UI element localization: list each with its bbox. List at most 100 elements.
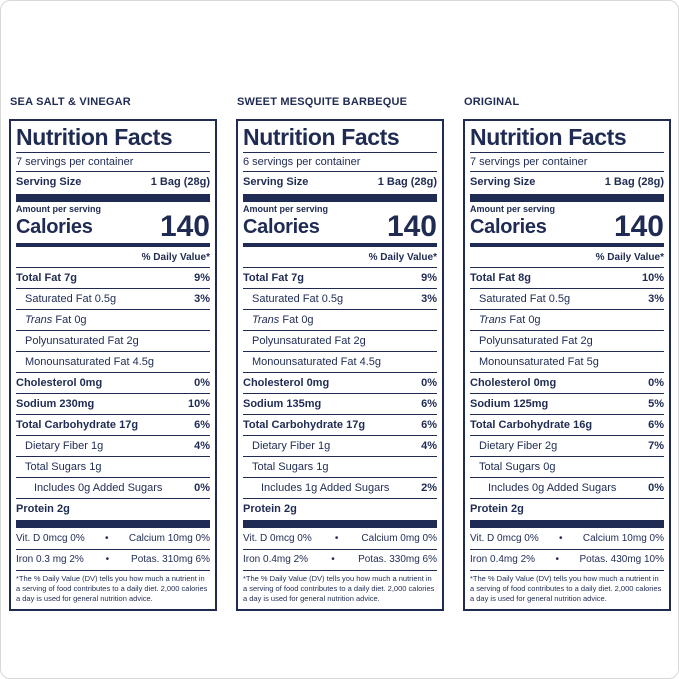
nutrient-name: Dietary Fiber 1g [16, 440, 103, 452]
nutrient-name-text: Includes 0g Added Sugars [34, 481, 163, 494]
nutrition-facts-panel: Nutrition Facts 6 servings per container… [236, 119, 444, 611]
servings-per-container: 7 servings per container [16, 153, 210, 173]
nutrient-name-text: Cholesterol 0mg [470, 376, 557, 389]
nutrient-row: Total Sugars 1g [243, 455, 437, 477]
nutrient-name-text: Protein 2g [470, 502, 524, 515]
nutrient-name: Sodium 125mg [470, 398, 548, 410]
nutrient-row: Saturated Fat 0.5g 3% [16, 287, 210, 309]
nutrient-name-text: Saturated Fat 0.5g [25, 292, 117, 305]
nutrient-name: Polyunsaturated Fat 2g [470, 335, 593, 347]
nutrient-row: Polyunsaturated Fat 2g [243, 329, 437, 351]
serving-size-label: Serving Size [243, 176, 309, 189]
nutrient-row: Total Sugars 1g [16, 455, 210, 477]
nutrient-name: Monounsaturated Fat 4.5g [16, 356, 154, 368]
nutrient-name-text: Protein 2g [243, 502, 297, 515]
nutrient-row: Saturated Fat 0.5g 3% [243, 287, 437, 309]
nutrient-name-text: Dietary Fiber 1g [25, 439, 104, 452]
nutrient-name-text: Saturated Fat 0.5g [252, 292, 344, 305]
nutrient-name-text: Sodium 135mg [243, 397, 322, 410]
nutrient-name: Protein 2g [470, 503, 524, 515]
nutrient-daily-value: 3% [194, 292, 210, 305]
nutrient-name: Total Fat 7g [243, 272, 304, 284]
nutrient-row: Monounsaturated Fat 4.5g [16, 350, 210, 372]
micronutrient-right: Calcium 0mg 0% [361, 533, 437, 545]
nutrient-name-text: Includes 1g Added Sugars [261, 481, 390, 494]
nutrient-row: Cholesterol 0mg 0% [243, 371, 437, 393]
bullet-separator: • [105, 554, 110, 566]
nutrient-name-text: Fat 0g [506, 313, 541, 326]
nutrient-daily-value: 0% [648, 376, 664, 389]
micronutrient-row: Iron 0.3 mg 2% • Potas. 310mg 6% [16, 548, 210, 570]
micronutrients: Vit. D 0mcg 0% • Calcium 10mg 0% Iron 0.4mg… [470, 529, 664, 570]
nutrient-name: Total Fat 8g [470, 272, 531, 284]
nutrient-daily-value: 4% [194, 439, 210, 452]
thick-divider [16, 519, 210, 528]
nutrient-name: Includes 0g Added Sugars [470, 482, 616, 494]
nutrient-daily-value: 0% [648, 481, 664, 494]
nutrient-row: Total Carbohydrate 17g 6% [243, 413, 437, 435]
nutrient-name: Cholesterol 0mg [470, 377, 556, 389]
micronutrient-right: Calcium 10mg 0% [128, 533, 210, 545]
serving-size-value: 1 Bag (28g) [604, 176, 664, 189]
nutrient-name: Total Sugars 0g [470, 461, 555, 473]
thick-divider [16, 194, 210, 203]
nutrient-daily-value: 7% [648, 439, 664, 452]
calories-value: 140 [613, 210, 664, 244]
nutrient-name-text: Total Carbohydrate 17g [243, 418, 366, 431]
nutrient-name: Saturated Fat 0.5g [470, 293, 570, 305]
nutrient-name-text: Includes 0g Added Sugars [488, 481, 617, 494]
nutrient-row: Total Fat 7g 9% [243, 266, 437, 288]
footnote: *The % Daily Value (DV) tells you how mu… [16, 569, 210, 604]
micronutrient-left: Iron 0.4mg 2% [470, 554, 536, 566]
bullet-separator: • [105, 533, 109, 545]
calories-row: Calories 140 [243, 210, 437, 244]
micronutrient-right: Potas. 430mg 10% [579, 554, 665, 566]
nutrient-daily-value: 2% [421, 481, 437, 494]
medium-divider [16, 242, 210, 247]
micronutrient-row: Vit. D 0mcg 0% • Calcium 10mg 0% [470, 529, 664, 549]
nutrient-name-text: Total Fat 8g [470, 271, 531, 284]
nutrient-name-text: Dietary Fiber 2g [479, 439, 558, 452]
nutrition-label: SWEET MESQUITE BARBEQUE Nutrition Facts … [236, 96, 444, 611]
nutrient-daily-value: 0% [194, 481, 210, 494]
nutrient-name: Monounsaturated Fat 4.5g [243, 356, 381, 368]
nutrient-name: Monounsaturated Fat 5g [470, 356, 599, 368]
micronutrient-right: Potas. 310mg 6% [131, 554, 210, 566]
nutrient-row: Dietary Fiber 1g 4% [16, 434, 210, 456]
nutrient-row: Total Carbohydrate 17g 6% [16, 413, 210, 435]
nutrient-rows: Total Fat 7g 9% Saturated Fat 0.5g 3% Trans … [243, 266, 437, 519]
nutrient-name: Polyunsaturated Fat 2g [243, 335, 366, 347]
nutrient-name: Includes 0g Added Sugars [16, 482, 162, 494]
nutrient-rows: Total Fat 7g 9% Saturated Fat 0.5g 3% Trans … [16, 266, 210, 519]
flavor-title: ORIGINAL [464, 96, 520, 108]
nutrient-name-text: Saturated Fat 0.5g [479, 292, 571, 305]
nutrition-label: ORIGINAL Nutrition Facts 7 servings per … [463, 96, 671, 611]
micronutrient-row: Iron 0.4mg 2% • Potas. 430mg 10% [470, 548, 665, 570]
nutrient-name: Sodium 230mg [16, 398, 94, 410]
thick-divider [470, 194, 664, 203]
nutrient-name-text: Fat 0g [279, 313, 314, 326]
nutrient-row: Monounsaturated Fat 5g [470, 350, 664, 372]
nutrient-row: Monounsaturated Fat 4.5g [243, 350, 437, 372]
amount-per-serving-label: Amount per serving [16, 204, 102, 215]
amount-per-serving-label: Amount per serving [470, 204, 556, 215]
nutrient-name: Polyunsaturated Fat 2g [16, 335, 139, 347]
micronutrient-left: Vit. D 0mcg 0% [16, 533, 85, 545]
micronutrient-left: Iron 0.3 mg 2% [16, 554, 84, 566]
nutrient-name: Total Sugars 1g [16, 461, 101, 473]
bullet-separator: • [559, 533, 563, 545]
nutrient-row: Polyunsaturated Fat 2g [470, 329, 664, 351]
calories-value: 140 [386, 210, 437, 244]
nutrient-name: Includes 1g Added Sugars [243, 482, 389, 494]
thick-divider [243, 519, 437, 528]
serving-size-label: Serving Size [16, 176, 82, 189]
nutrient-row: Dietary Fiber 1g 4% [243, 434, 437, 456]
nutrient-daily-value: 9% [421, 271, 437, 284]
calories-value: 140 [159, 210, 210, 244]
nutrient-name-text: Protein 2g [16, 502, 70, 515]
nutrient-name-text: Cholesterol 0mg [16, 376, 103, 389]
nutrient-row: Includes 1g Added Sugars 2% [243, 476, 437, 498]
nutrient-name: Dietary Fiber 2g [470, 440, 557, 452]
servings-per-container: 6 servings per container [243, 153, 437, 173]
nutrient-row: Total Fat 8g 10% [470, 266, 664, 288]
